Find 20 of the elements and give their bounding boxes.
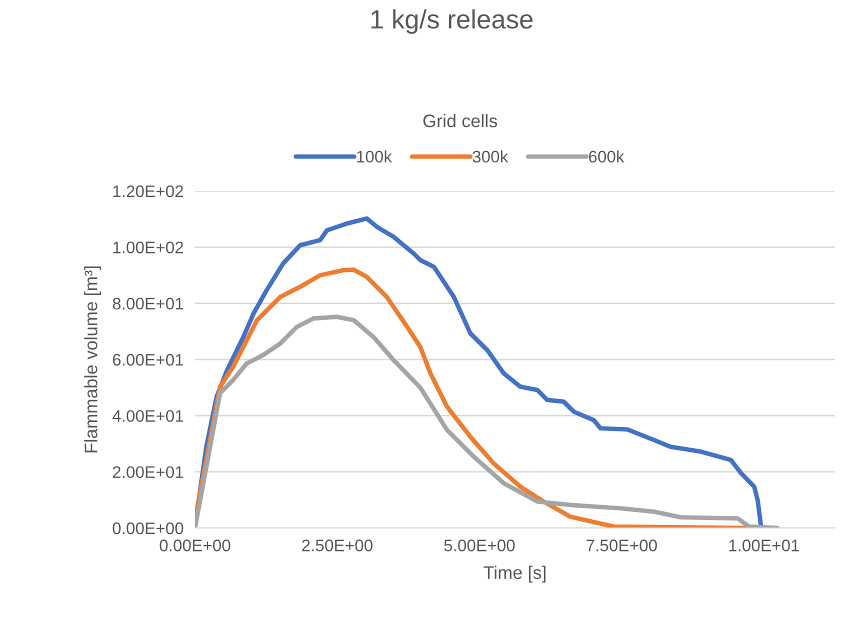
x-tick-label: 0.00E+00 — [160, 540, 230, 552]
legend-label: 300k — [472, 150, 508, 163]
y-tick-label: 2.00E+01 — [112, 466, 184, 478]
y-axis-title: Flammable volume [m³] — [84, 266, 101, 452]
x-tick-label: 2.50E+00 — [302, 540, 372, 552]
x-tick-label: 1.00E+01 — [729, 540, 799, 552]
x-tick-label: 7.50E+00 — [586, 540, 657, 552]
y-tick-label: 0.00E+00 — [112, 522, 184, 534]
legend-title: Grid cells — [423, 114, 498, 128]
y-tick-label: 4.00E+01 — [112, 410, 184, 422]
legend-label: 100k — [357, 150, 392, 163]
y-tick-label: 1.00E+02 — [113, 242, 184, 254]
y-tick-label: 6.00E+01 — [112, 354, 184, 366]
line-series — [195, 314, 780, 528]
y-tick-label: 1.20E+02 — [113, 185, 184, 198]
y-tick-label: 8.00E+01 — [112, 298, 184, 310]
chart-title: 1 kg/s release — [371, 9, 533, 34]
x-tick-label: 5.00E+00 — [444, 540, 515, 552]
legend-label: 600k — [588, 150, 624, 163]
x-axis-title: Time [s] — [484, 566, 546, 583]
